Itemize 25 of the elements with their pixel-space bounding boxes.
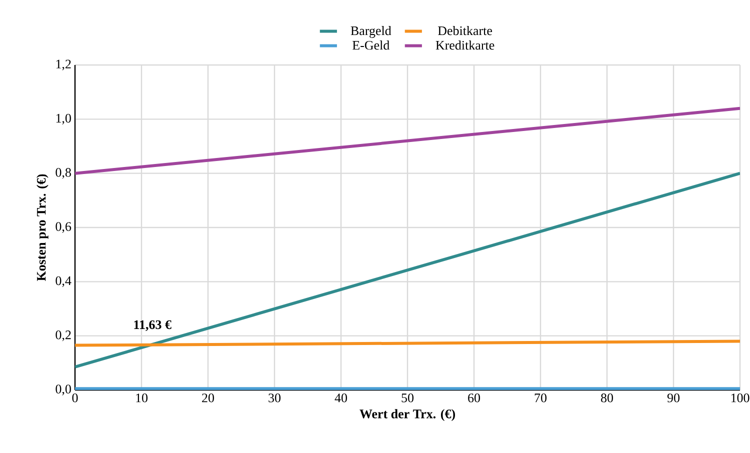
x-axis-title: Wert der Trx. (€) xyxy=(360,409,455,421)
y-axis-title: Kosten pro Trx. (€) xyxy=(36,174,48,282)
y-tick-label: 0,0 xyxy=(56,384,71,396)
legend-label: Debitkarte xyxy=(438,26,492,36)
legend-label: E-Geld xyxy=(352,40,390,50)
x-tick-label: 50 xyxy=(402,394,414,402)
y-tick-label: 1,2 xyxy=(56,60,71,70)
y-tick-label: 0,8 xyxy=(56,168,71,179)
legend-label: Kreditkarte xyxy=(436,40,494,50)
annotation: 11,63 € xyxy=(134,320,172,331)
y-tick-label: 0,4 xyxy=(56,276,72,287)
x-tick-label: 90 xyxy=(667,394,680,402)
legend-label: Bargeld xyxy=(350,26,392,38)
x-tick-label: 70 xyxy=(534,394,547,402)
x-tick-label: 80 xyxy=(601,394,614,402)
x-tick-label: 40 xyxy=(334,394,348,402)
y-tick-label: 1,0 xyxy=(56,114,71,124)
x-tick-label: 20 xyxy=(202,394,214,402)
x-tick-label: 10 xyxy=(136,394,148,402)
x-tick-label: 100 xyxy=(731,394,750,402)
y-tick-label: 0,6 xyxy=(56,222,72,233)
x-tick-label: 30 xyxy=(268,394,281,402)
x-tick-label: 0 xyxy=(72,394,78,402)
x-tick-label: 60 xyxy=(468,394,480,402)
y-tick-label: 0,2 xyxy=(56,330,71,342)
